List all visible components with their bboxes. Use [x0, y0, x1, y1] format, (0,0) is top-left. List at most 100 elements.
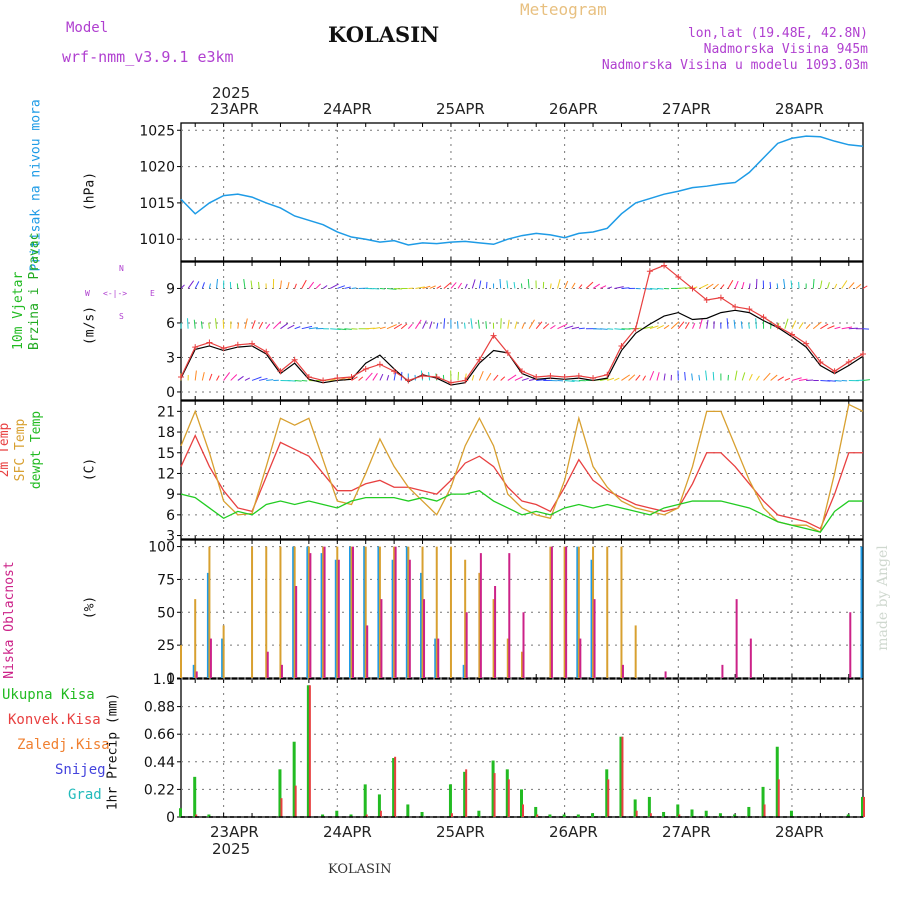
temperature-ytick-label: 3 [166, 529, 175, 545]
wind-gust-marker [362, 365, 369, 372]
wind-barb-0 [471, 279, 476, 289]
wind-barb-2 [493, 374, 499, 381]
precip-total-bar [733, 814, 737, 817]
wind-barb-2 [351, 376, 358, 381]
wind-gust-marker [376, 361, 383, 368]
wind-barb-1 [344, 328, 352, 330]
wind-barb-2 [564, 379, 575, 382]
wind-barb-0 [769, 281, 772, 289]
wind-barb-2 [514, 376, 523, 381]
precip-total-bar [605, 769, 609, 817]
wind-gust-marker [447, 379, 454, 386]
precip-total-bar [846, 814, 850, 817]
day-top-5: 27APR [662, 100, 711, 118]
wind-gust-marker [419, 372, 426, 379]
wind-gust-marker [575, 372, 582, 379]
wind-barb-2 [642, 375, 646, 381]
wind-barb-0 [422, 285, 431, 289]
precip-total-bar [704, 810, 708, 817]
wind-barb-0 [713, 283, 719, 289]
year-top: 2025 [212, 84, 251, 102]
wind-barb-0 [699, 283, 709, 289]
wind-gust-marker [760, 314, 767, 321]
wind-barb-0 [180, 284, 185, 289]
wind-barb-2 [862, 379, 871, 381]
wind-gust-marker [717, 294, 724, 301]
wind-barb-2 [201, 372, 205, 381]
wind-gust-marker [590, 375, 597, 382]
wind-barb-0 [706, 283, 714, 289]
wind-barb-0 [194, 281, 200, 289]
wind-barb-0 [287, 282, 290, 289]
wind-barb-0 [520, 283, 523, 289]
wind-barb-2 [259, 378, 268, 381]
wind-barb-0 [776, 283, 779, 289]
clouds-ytick-label: 75 [157, 572, 175, 588]
wind-barb-0 [741, 282, 745, 289]
temperature-ytick-label: 6 [166, 508, 175, 524]
wind-barb-2 [763, 372, 771, 381]
clouds-ytick-label: 25 [157, 638, 175, 654]
wind-barb-2 [656, 372, 660, 381]
wind-gust-marker [746, 306, 753, 313]
wind-gust-marker [178, 374, 184, 380]
wind-barb-1 [415, 319, 422, 329]
precip-convective-bar [280, 798, 283, 817]
legend-grad: Grad [68, 787, 102, 803]
wind-barb-1 [755, 318, 757, 329]
wind-barb-0 [607, 286, 613, 289]
wind-barb-0 [549, 283, 552, 289]
temperature-ytick-label: 18 [157, 425, 175, 441]
precip-total-bar [377, 794, 381, 817]
wind-barb-1 [429, 321, 433, 329]
wind-barb-0 [436, 285, 442, 289]
wind-gust-marker [206, 339, 213, 346]
wind-barb-1 [656, 324, 664, 330]
wind-barb-0 [621, 287, 630, 289]
precip-convective-bar [522, 804, 524, 817]
wind-gust-marker [675, 273, 682, 280]
wind-barb-1 [791, 320, 797, 329]
wind-barb-1 [514, 321, 518, 329]
wind-barb-1 [393, 323, 403, 330]
wind-barb-1 [477, 319, 480, 329]
wind-barb-0 [855, 283, 862, 289]
wind-gust-line [180, 264, 864, 384]
wind-barb-0 [351, 287, 357, 289]
day-bottom-6: 28APR [775, 823, 824, 841]
wind-gust-marker [632, 325, 639, 332]
wind-barb-0 [678, 287, 687, 289]
legend-konvek: Konvek.Kisa [8, 712, 101, 728]
model-label: Model [66, 20, 109, 36]
day-bottom-3: 25APR [436, 823, 485, 841]
wind-barb-0 [329, 283, 339, 289]
wind-barb-1 [812, 321, 822, 330]
wind-barb-1 [692, 322, 696, 329]
wind-barb-2 [244, 377, 251, 381]
wind-barb-2 [698, 374, 701, 381]
wind-ytick-label: 0 [166, 385, 175, 401]
wind-barb-1 [827, 325, 835, 330]
precip-total-bar [321, 814, 325, 817]
wind-barb-1 [485, 321, 487, 329]
wind-gust-marker [845, 359, 852, 366]
wind-barb-0 [841, 280, 848, 289]
wind-barb-0 [236, 283, 239, 289]
wind-barb-1 [187, 318, 189, 329]
wind-barb-1 [706, 319, 709, 329]
precip-convective-bar [493, 773, 496, 817]
wind-barb-0 [642, 287, 653, 290]
precip-panel: 0 0.22 0.44 0.66 0.88 1.1 [144, 672, 865, 826]
day-top-6: 28APR [775, 100, 824, 118]
precip-convective-bar [195, 814, 198, 817]
wind-gust-marker [618, 342, 625, 349]
wind-ytick-label: 3 [166, 350, 175, 366]
precip-total-bar [463, 771, 467, 817]
precip-total-bar [690, 809, 694, 817]
precip-total-bar [562, 814, 566, 817]
wind-barb-1 [726, 318, 729, 329]
wind-barb-0 [208, 283, 211, 289]
precip-total-bar [861, 796, 864, 817]
wind-barb-1 [200, 321, 203, 329]
